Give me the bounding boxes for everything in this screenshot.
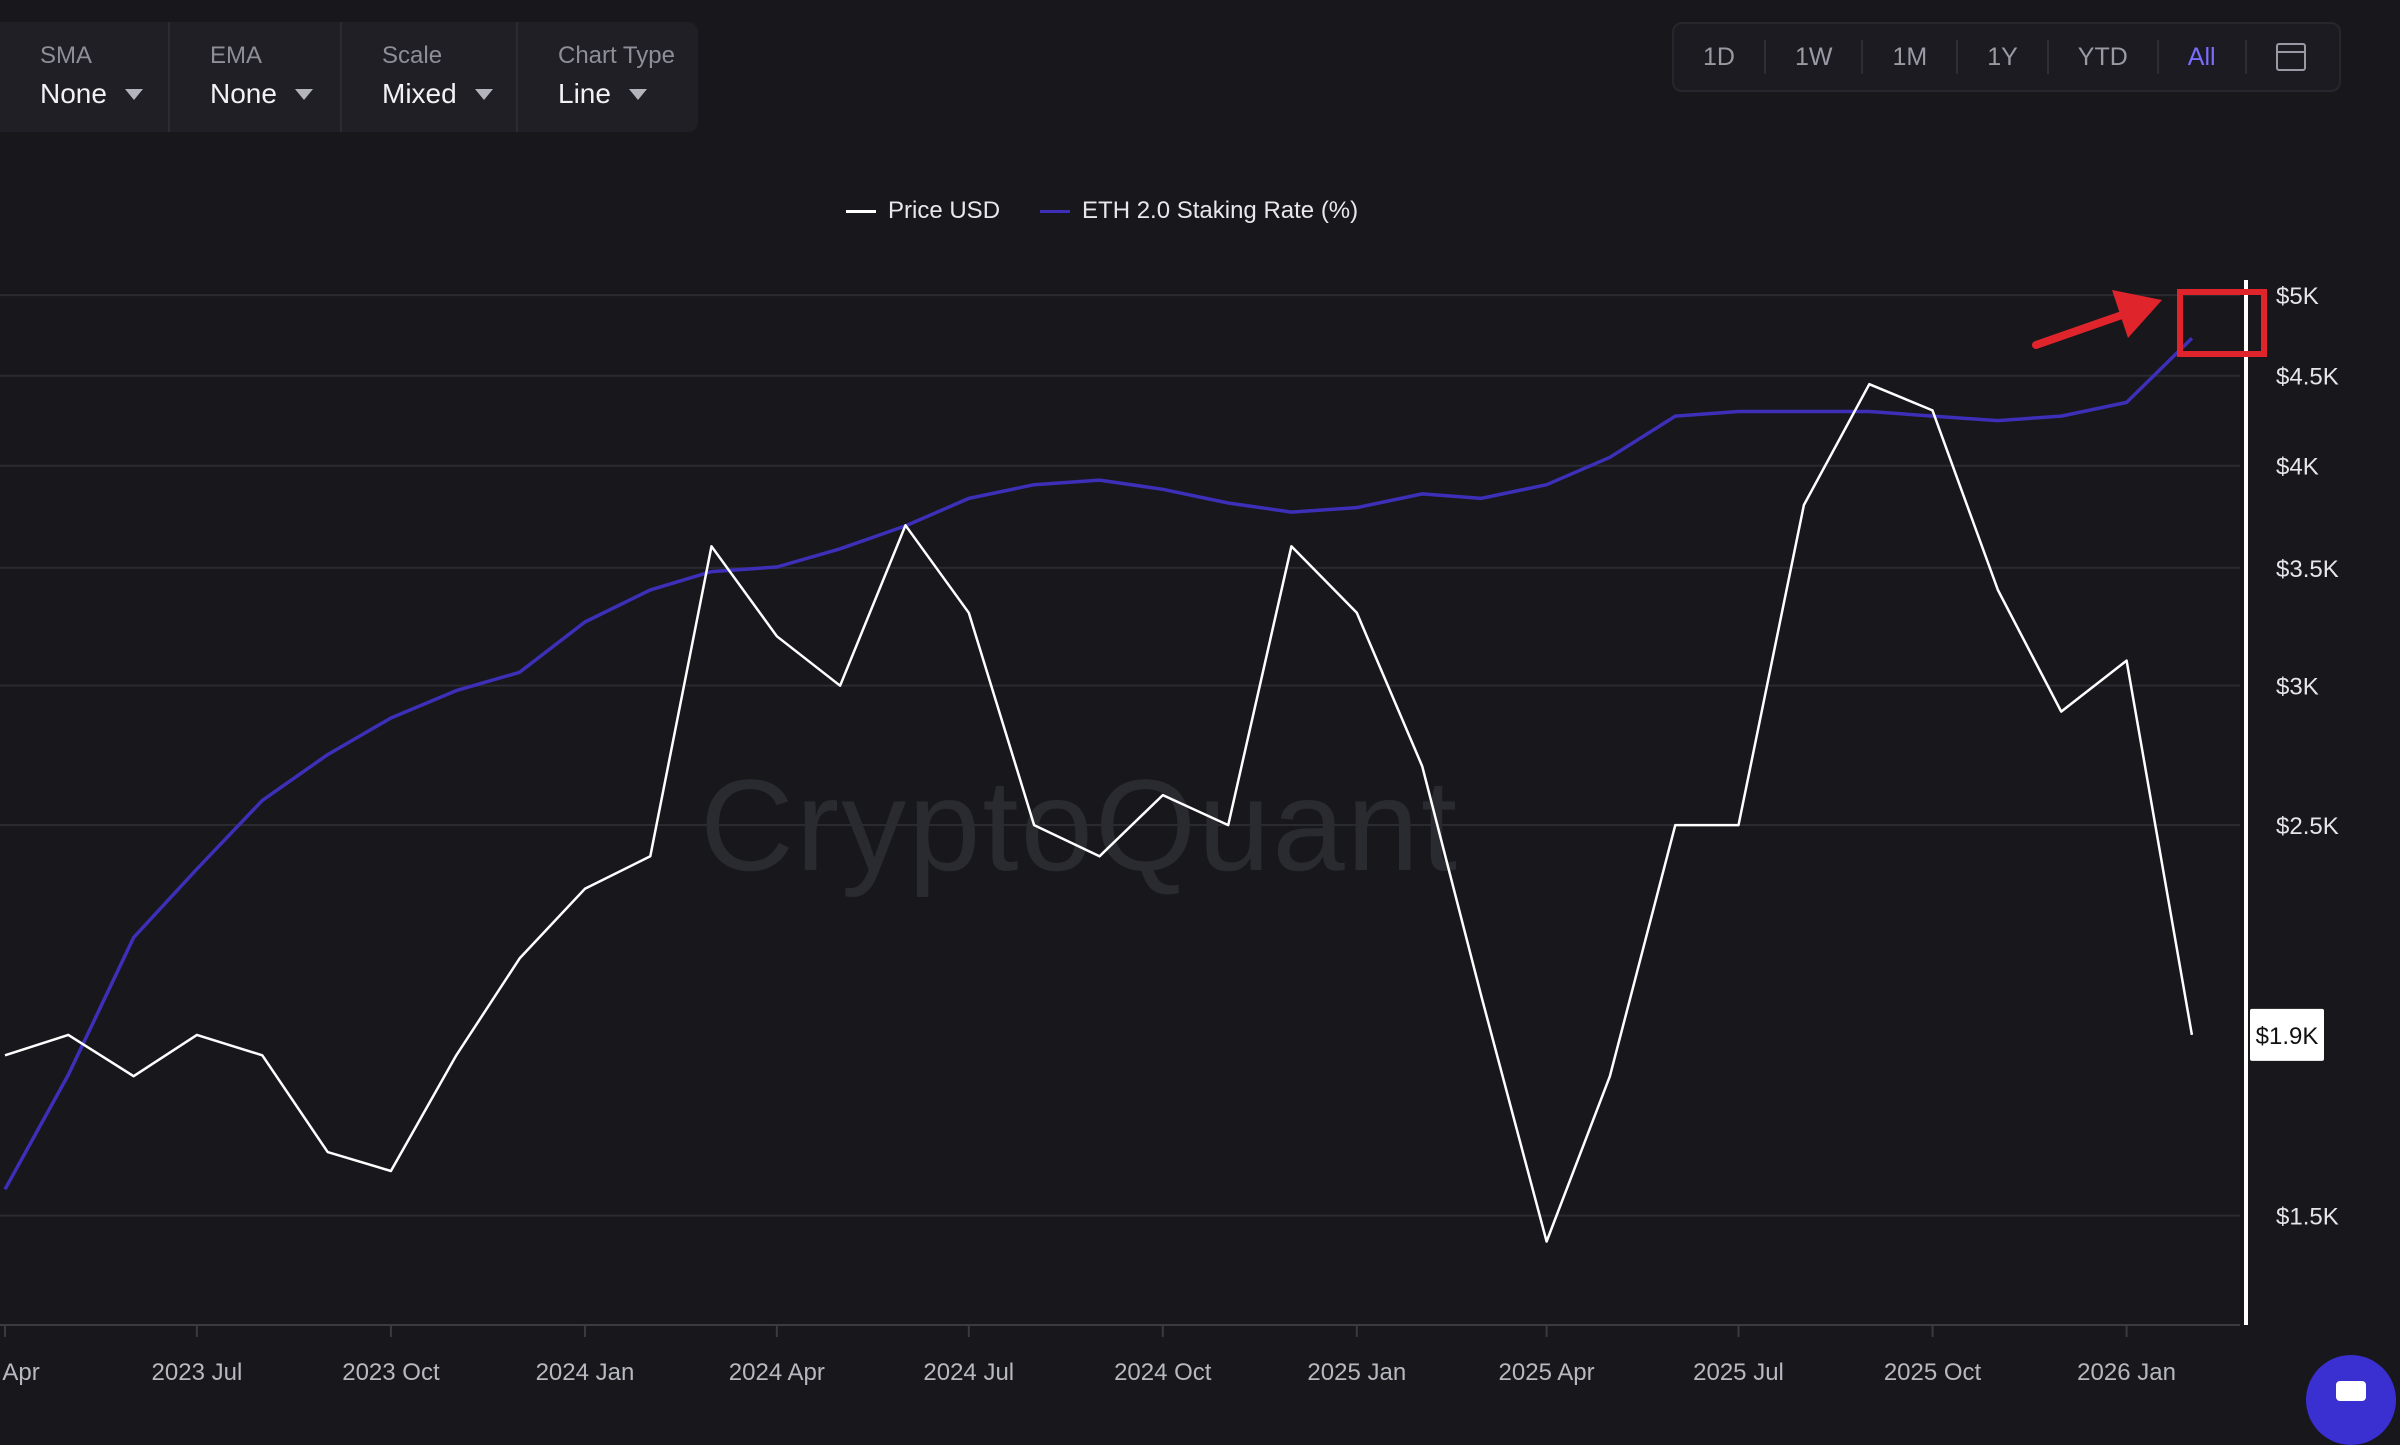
x-tick-label: 23 Apr bbox=[0, 1359, 40, 1386]
calendar-button[interactable] bbox=[2247, 40, 2335, 74]
x-tick-label: 2024 Apr bbox=[729, 1359, 825, 1386]
sma-label: SMA bbox=[40, 42, 93, 69]
x-tick-label: 2025 Apr bbox=[1499, 1359, 1595, 1386]
calendar-icon bbox=[2275, 43, 2306, 71]
legend-item-staking[interactable]: ETH 2.0 Staking Rate (%) bbox=[1040, 197, 1358, 225]
x-tick-label: 2023 Oct bbox=[342, 1359, 440, 1386]
caret-down-icon bbox=[474, 88, 493, 100]
chart-type-dropdown[interactable]: Chart Type Line bbox=[518, 22, 698, 132]
x-tick-label: 2024 Jul bbox=[923, 1359, 1014, 1386]
chart-type-label: Chart Type bbox=[558, 42, 675, 69]
scale-dropdown[interactable]: Scale Mixed bbox=[342, 22, 518, 132]
scale-label: Scale bbox=[382, 42, 443, 69]
scale-value: Mixed bbox=[382, 78, 493, 110]
x-tick-label: 2025 Oct bbox=[1884, 1359, 1982, 1386]
series-line-staking-rate bbox=[3, 337, 2194, 1191]
current-price-marker bbox=[2250, 1008, 2324, 1061]
caret-down-icon bbox=[628, 88, 647, 100]
chart-area: $5K $4.5K $4K $3.5K $3K $2.5K $1.5K 23 Apr 2023 … bbox=[0, 280, 2339, 1386]
range-1d-button[interactable]: 1D bbox=[1674, 40, 1766, 74]
x-tick-label: 2025 Jul bbox=[1693, 1359, 1784, 1386]
chart-legend: Price USD ETH 2.0 Staking Rate (%) bbox=[846, 197, 1398, 225]
x-tick-label: 2024 Oct bbox=[1114, 1359, 1212, 1386]
chart-controls-toolbar: SMA None EMA None Scale Mixed Chart Type… bbox=[0, 22, 698, 132]
y-tick-label: $4.5K bbox=[2276, 364, 2339, 391]
legend-label-staking: ETH 2.0 Staking Rate (%) bbox=[1082, 197, 1359, 224]
ema-label: EMA bbox=[210, 42, 263, 69]
legend-swatch-price bbox=[846, 209, 876, 213]
annotation-arrow-head bbox=[2112, 290, 2162, 338]
chat-help-button[interactable] bbox=[2306, 1355, 2396, 1445]
caret-down-icon bbox=[124, 88, 143, 100]
y-tick-label: $1.5K bbox=[2276, 1204, 2339, 1231]
range-ytd-button[interactable]: YTD bbox=[2049, 40, 2159, 74]
range-1m-button[interactable]: 1M bbox=[1863, 40, 1959, 74]
legend-item-price[interactable]: Price USD bbox=[846, 197, 1000, 225]
y-tick-label: $4K bbox=[2276, 454, 2319, 481]
range-all-button[interactable]: All bbox=[2159, 40, 2247, 74]
legend-label-price: Price USD bbox=[888, 197, 1001, 224]
y-tick-label: $2.5K bbox=[2276, 813, 2339, 840]
series-line-price bbox=[4, 382, 2194, 1243]
y-tick-label: $5K bbox=[2276, 283, 2319, 310]
x-tick-label: 2026 Jan bbox=[2077, 1359, 2176, 1386]
chart-type-value: Line bbox=[558, 78, 647, 110]
current-price-label: $1.9K bbox=[2256, 1023, 2319, 1050]
annotation-arrow-shaft bbox=[2032, 311, 2126, 349]
time-range-selector: 1D 1W 1M 1Y YTD All bbox=[1672, 22, 2341, 92]
x-tick-label: 2025 Jan bbox=[1307, 1359, 1406, 1386]
x-tick-label: 2024 Jan bbox=[536, 1359, 635, 1386]
sma-dropdown[interactable]: SMA None bbox=[0, 22, 170, 132]
caret-down-icon bbox=[294, 88, 313, 100]
y-tick-label: $3.5K bbox=[2276, 556, 2339, 583]
y-tick-label: $3K bbox=[2276, 674, 2319, 701]
legend-swatch-staking bbox=[1040, 209, 1071, 213]
x-tick-label: 2023 Jul bbox=[152, 1359, 243, 1386]
sma-value: None bbox=[40, 78, 143, 110]
ema-dropdown[interactable]: EMA None bbox=[170, 22, 342, 132]
range-1w-button[interactable]: 1W bbox=[1766, 40, 1864, 74]
range-1y-button[interactable]: 1Y bbox=[1958, 40, 2049, 74]
annotation-highlight-box bbox=[2177, 289, 2267, 357]
ema-value: None bbox=[210, 78, 313, 110]
